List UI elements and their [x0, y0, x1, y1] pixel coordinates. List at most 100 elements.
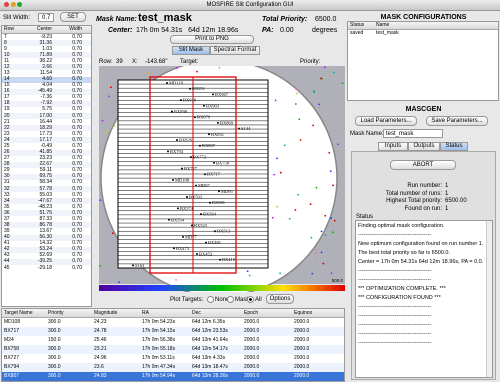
target-dot — [312, 124, 315, 127]
cell: 27 — [4, 155, 10, 162]
target-marker — [196, 253, 198, 255]
cell: saved — [350, 30, 364, 36]
column-header: Width — [69, 26, 82, 32]
cell: 14 — [4, 76, 10, 83]
set-button[interactable]: SET — [60, 12, 86, 22]
cell: 12 — [4, 63, 10, 70]
radio-button[interactable] — [247, 296, 254, 303]
cell: 17.00 — [39, 112, 52, 119]
cell: 0.70 — [72, 240, 82, 247]
window-buttons[interactable] — [4, 2, 23, 9]
scrollbar — [486, 221, 492, 377]
cell: 18.29 — [39, 124, 52, 131]
target-dot — [322, 262, 325, 265]
target-dot — [99, 264, 101, 267]
target-dot — [315, 186, 318, 189]
cell: 58.34 — [39, 179, 52, 186]
mascgen-mask-name-input[interactable] — [383, 129, 443, 138]
tab-spectral-format[interactable]: Spectral Format — [210, 46, 260, 55]
cell: 0.70 — [72, 197, 82, 204]
mascgen-mask-name-label: Mask Name: — [350, 131, 384, 137]
save-parameters-button[interactable]: Save Parameters... — [426, 116, 488, 126]
target-dot — [113, 125, 116, 127]
cell: 18 — [4, 100, 10, 107]
target-dot — [330, 217, 333, 220]
target-marker — [195, 184, 197, 187]
target-dot — [109, 86, 112, 89]
slit-mask-plot[interactable]: MD118 BX951 BX967 BX918 BX903 BX898 BX879 BX869… — [99, 66, 345, 292]
pa-unit: degrees — [312, 27, 338, 34]
cell: BX717 — [4, 328, 20, 334]
cell: 0.70 — [72, 155, 82, 162]
table-header — [2, 26, 91, 34]
cell: 16 — [4, 88, 10, 95]
cell: 25.46 — [94, 337, 107, 343]
cell: 0.70 — [72, 161, 82, 168]
target-marker — [189, 87, 191, 90]
target-dot — [329, 170, 332, 173]
tab-slit-mask[interactable]: Slit Mask — [172, 46, 210, 55]
radio-button[interactable] — [227, 296, 234, 303]
target-label: Target: — [180, 59, 199, 65]
load-parameters-button[interactable]: Load Parameters... — [355, 116, 417, 126]
status-line: New optimum configuration found on run n… — [358, 241, 484, 247]
cell: -45.49 — [37, 88, 52, 95]
cell: 0.70 — [72, 258, 82, 265]
cell: -0.49 — [40, 142, 52, 149]
target-marker — [166, 82, 168, 84]
status-line: ---------------------------------------- — [358, 268, 432, 274]
target-dot — [320, 77, 322, 80]
target-dot — [341, 82, 344, 85]
cell: 33 — [4, 191, 10, 198]
abort-button[interactable]: ABORT — [390, 160, 456, 170]
cell: 44 — [4, 258, 10, 265]
target-dot — [298, 118, 301, 121]
cell: 59.11 — [39, 167, 52, 174]
cell: 45 — [4, 264, 10, 271]
row-value: 39 — [116, 59, 123, 65]
status-text: Finding optimal mask configuration. -----… — [355, 220, 493, 378]
target-dot — [331, 231, 334, 234]
cell: 0.70 — [72, 39, 82, 46]
row-stripe — [2, 186, 91, 192]
options-button[interactable]: Options — [266, 294, 294, 304]
mask-config-table: Status Name saved test_mask — [347, 21, 499, 101]
cell: 2000.0 — [294, 373, 310, 379]
radio-button[interactable] — [207, 296, 214, 303]
cell: 2000.0 — [244, 355, 260, 361]
target-dot — [314, 248, 317, 251]
target-label: BX453 — [199, 252, 213, 257]
print-button[interactable]: Print to PNG — [170, 35, 254, 44]
cell: 13 — [4, 69, 10, 76]
cell: 28 — [4, 161, 10, 168]
row-stripe — [2, 234, 91, 241]
tab-status[interactable]: Status — [440, 142, 468, 151]
target-dot — [283, 144, 286, 147]
tab-outputs[interactable]: Outputs — [408, 142, 440, 151]
cell: 0.70 — [72, 136, 82, 143]
cell: 16.44 — [39, 118, 52, 125]
row-stripe — [2, 246, 91, 253]
row-stripe — [2, 100, 91, 107]
target-marker — [168, 218, 170, 221]
target-marker — [205, 241, 207, 244]
target-label: BX807 — [202, 143, 216, 148]
cell: 0.70 — [72, 167, 82, 174]
row-stripe — [2, 363, 344, 372]
mascgen-title: MASCGEN — [405, 106, 442, 113]
cell: MD108 — [4, 319, 21, 325]
cell: 4.04 — [42, 82, 52, 89]
target-dot — [320, 230, 323, 233]
target-label: BX869 — [220, 120, 234, 125]
target-marker — [177, 207, 179, 210]
cell: 35 — [4, 203, 10, 210]
tab-inputs[interactable]: Inputs — [378, 142, 408, 151]
cell: 1.03 — [42, 45, 52, 52]
cell: -9.23 — [40, 33, 52, 40]
target-dot — [330, 272, 333, 275]
slit-width-input[interactable] — [38, 13, 54, 22]
target-dot — [296, 92, 298, 95]
cell: 64d 13m 18.47s — [192, 364, 228, 370]
cell: 39 — [4, 228, 10, 235]
